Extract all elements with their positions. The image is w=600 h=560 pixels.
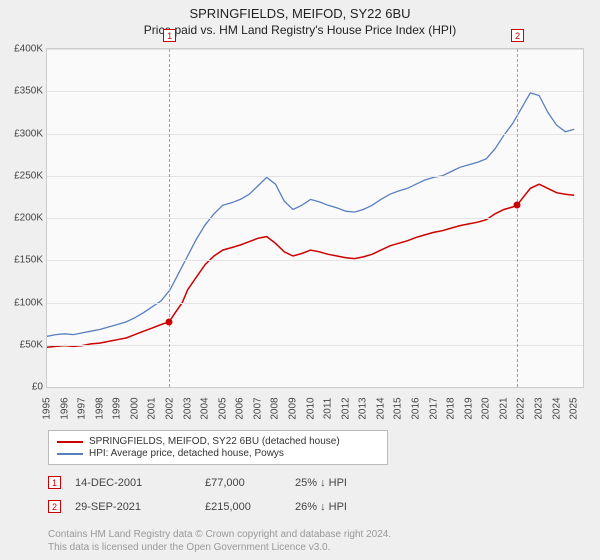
annotation-delta: 26% ↓ HPI <box>295 501 385 513</box>
x-axis-label: 2020 <box>481 397 492 419</box>
footer: Contains HM Land Registry data © Crown c… <box>48 528 391 554</box>
marker-box-icon: 2 <box>511 29 524 42</box>
x-axis-label: 2019 <box>463 397 474 419</box>
x-axis-label: 2005 <box>217 397 228 419</box>
title: SPRINGFIELDS, MEIFOD, SY22 6BU <box>0 0 600 21</box>
annotation-row: 1 14-DEC-2001 £77,000 25% ↓ HPI <box>48 476 568 489</box>
x-axis-label: 2017 <box>428 397 439 419</box>
x-axis-label: 1999 <box>112 397 123 419</box>
marker-dot <box>166 318 173 325</box>
x-axis-label: 2000 <box>129 397 140 419</box>
x-axis-label: 2009 <box>288 397 299 419</box>
x-axis-label: 2003 <box>182 397 193 419</box>
plot-area: £0£50K£100K£150K£200K£250K£300K£350K£400… <box>46 48 584 388</box>
x-axis-label: 2002 <box>165 397 176 419</box>
x-axis-label: 2013 <box>358 397 369 419</box>
legend-row: SPRINGFIELDS, MEIFOD, SY22 6BU (detached… <box>57 436 379 447</box>
x-axis-label: 2014 <box>375 397 386 419</box>
subtitle: Price paid vs. HM Land Registry's House … <box>0 21 600 37</box>
x-axis-label: 2022 <box>516 397 527 419</box>
x-axis-label: 2012 <box>340 397 351 419</box>
footer-line1: Contains HM Land Registry data © Crown c… <box>48 528 391 541</box>
marker-box-icon: 1 <box>48 476 61 489</box>
y-axis-label: £400K <box>14 44 43 55</box>
x-axis-label: 1996 <box>59 397 70 419</box>
legend-label: SPRINGFIELDS, MEIFOD, SY22 6BU (detached… <box>89 436 340 447</box>
x-axis-label: 2007 <box>252 397 263 419</box>
annotation-row: 2 29-SEP-2021 £215,000 26% ↓ HPI <box>48 500 568 513</box>
legend-swatch <box>57 453 83 455</box>
y-axis-label: £250K <box>14 170 43 181</box>
annotation-price: £215,000 <box>205 501 295 513</box>
legend-box: SPRINGFIELDS, MEIFOD, SY22 6BU (detached… <box>48 430 388 465</box>
chart-container: SPRINGFIELDS, MEIFOD, SY22 6BU Price pai… <box>0 0 600 560</box>
x-axis-label: 2025 <box>569 397 580 419</box>
x-axis-label: 2010 <box>305 397 316 419</box>
x-axis-label: 2008 <box>270 397 281 419</box>
y-axis-label: £0 <box>32 382 43 393</box>
x-axis-label: 2016 <box>411 397 422 419</box>
x-axis-label: 1995 <box>42 397 53 419</box>
x-axis-label: 2001 <box>147 397 158 419</box>
x-axis-label: 2015 <box>393 397 404 419</box>
marker-dot <box>514 202 521 209</box>
marker-box-icon: 2 <box>48 500 61 513</box>
x-axis-label: 2006 <box>235 397 246 419</box>
annotation-date: 14-DEC-2001 <box>75 477 205 489</box>
x-axis-label: 1997 <box>77 397 88 419</box>
annotation-delta: 25% ↓ HPI <box>295 477 385 489</box>
x-axis-label: 2023 <box>534 397 545 419</box>
x-axis-label: 2024 <box>551 397 562 419</box>
x-axis-label: 2011 <box>323 398 334 420</box>
legend-swatch <box>57 441 83 443</box>
footer-line2: This data is licensed under the Open Gov… <box>48 541 391 554</box>
y-axis-label: £50K <box>20 339 43 350</box>
annotation-price: £77,000 <box>205 477 295 489</box>
y-axis-label: £150K <box>14 255 43 266</box>
x-axis-label: 1998 <box>94 397 105 419</box>
x-axis-label: 2018 <box>446 397 457 419</box>
marker-box-icon: 1 <box>163 29 176 42</box>
annotation-date: 29-SEP-2021 <box>75 501 205 513</box>
x-axis-label: 2021 <box>498 397 509 419</box>
y-axis-label: £300K <box>14 128 43 139</box>
y-axis-label: £350K <box>14 86 43 97</box>
legend-label: HPI: Average price, detached house, Powy… <box>89 448 284 459</box>
y-axis-label: £200K <box>14 213 43 224</box>
y-axis-label: £100K <box>14 297 43 308</box>
legend-row: HPI: Average price, detached house, Powy… <box>57 448 379 459</box>
x-axis-label: 2004 <box>200 397 211 419</box>
